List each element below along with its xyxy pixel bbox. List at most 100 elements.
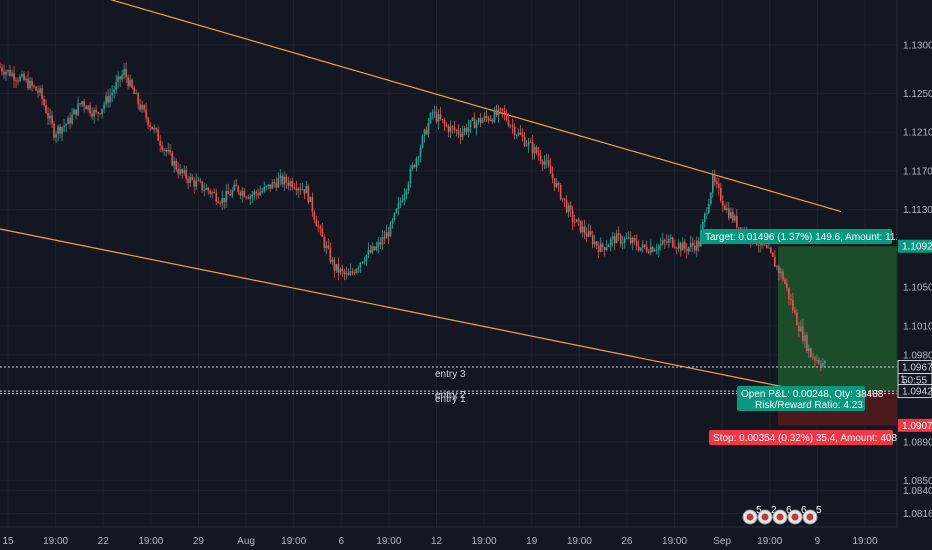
candle-body xyxy=(375,246,378,250)
candle-body xyxy=(722,200,724,206)
candle-body xyxy=(768,247,770,249)
candle-body xyxy=(820,363,822,367)
candle-body xyxy=(147,117,149,126)
candle-body xyxy=(381,237,384,245)
candle-body xyxy=(137,93,139,105)
candle-body xyxy=(621,242,624,244)
candle-body xyxy=(143,105,145,110)
y-tick-label: 1.08900 xyxy=(903,438,932,449)
candle-body xyxy=(365,255,368,262)
x-tick-label: 12 xyxy=(431,536,443,547)
candle-body xyxy=(613,236,616,244)
trendlines[interactable] xyxy=(0,0,842,400)
candle-body xyxy=(645,247,648,252)
candle-body xyxy=(25,78,27,81)
candle-body xyxy=(251,194,254,197)
target-label-box xyxy=(701,229,892,244)
candle-body xyxy=(393,213,396,221)
price-tags: 1.10922 1.09674 50:551.09426 1.09072 1 xyxy=(897,239,932,432)
flag-icon xyxy=(761,513,769,521)
candle-body xyxy=(493,110,496,122)
candle-body xyxy=(243,190,246,197)
candle-body xyxy=(325,245,328,248)
candle-body xyxy=(569,205,572,211)
candle-body xyxy=(21,73,23,77)
candle-body xyxy=(47,113,49,119)
candle-body xyxy=(85,106,87,110)
price-tag-text: 1.09072 xyxy=(902,421,932,432)
candle-body xyxy=(615,233,618,244)
flag-icon xyxy=(791,513,799,521)
candle-body xyxy=(619,235,622,244)
position-labels: Target: 0.01496 (1.37%) 149.6, Amount: 1… xyxy=(701,229,915,445)
candle-body xyxy=(191,176,194,180)
y-axis-ticks: 1.13000 1.12500 1.12100 1.11700 1.11300 1.105… xyxy=(903,41,932,521)
candle-body xyxy=(477,118,480,123)
candle-body xyxy=(53,123,55,138)
candle-body xyxy=(279,175,282,179)
entry1-label: entry 1 xyxy=(435,394,466,405)
candle-body xyxy=(734,215,736,221)
candle-body xyxy=(563,198,566,201)
candle-body xyxy=(123,69,125,75)
candle-body xyxy=(545,160,548,162)
candle-body xyxy=(7,70,9,72)
candle-body xyxy=(389,223,392,237)
candle-body xyxy=(273,182,276,184)
target-zone[interactable] xyxy=(777,246,897,392)
pnl-label-box xyxy=(737,386,865,411)
candle-body xyxy=(449,126,452,133)
candle-body xyxy=(525,145,528,147)
price-tag xyxy=(898,239,932,253)
event-badge-count: 2 xyxy=(771,505,777,516)
candle-body xyxy=(367,249,370,256)
candle-body xyxy=(523,136,526,146)
candle-body xyxy=(253,191,256,195)
candle-body xyxy=(671,237,674,247)
x-axis-bg xyxy=(0,527,932,550)
candle-body xyxy=(589,231,592,236)
candle-body xyxy=(287,182,290,186)
candle-body xyxy=(299,188,302,190)
candle-body xyxy=(267,184,270,187)
candle-body xyxy=(145,109,147,118)
x-tick-label: 19 xyxy=(526,536,538,547)
candle-body xyxy=(485,115,488,118)
y-tick-label: 1.09800 xyxy=(903,350,932,361)
candle-body xyxy=(73,109,75,115)
candle-body xyxy=(71,114,73,124)
x-tick-label: 19:00 xyxy=(757,536,782,547)
channel-trendline[interactable] xyxy=(0,0,842,213)
x-tick-label: 19:00 xyxy=(662,536,687,547)
candle-body xyxy=(55,134,57,138)
candle-body xyxy=(261,190,264,193)
candle-body xyxy=(23,73,25,81)
candle-body xyxy=(167,150,169,152)
candle-body xyxy=(511,125,514,127)
candle-body xyxy=(549,165,552,174)
candle-body xyxy=(125,69,127,78)
candle-body xyxy=(531,142,534,154)
candle-body xyxy=(61,127,63,134)
candle-body xyxy=(221,197,224,204)
candle-body xyxy=(495,110,498,116)
candle-body xyxy=(774,256,776,267)
x-tick-label: 22 xyxy=(98,536,110,547)
candle-body xyxy=(701,221,704,232)
candle-body xyxy=(824,360,826,364)
candle-body xyxy=(641,244,644,248)
candle-body xyxy=(816,359,818,361)
candle-body xyxy=(323,236,326,248)
candle-body xyxy=(766,245,768,248)
candle-body xyxy=(303,189,306,194)
y-tick-label: 1.10100 xyxy=(903,321,932,332)
channel-trendline[interactable] xyxy=(0,228,842,400)
candle-body xyxy=(481,119,484,123)
candle-body xyxy=(429,113,432,123)
candle-body xyxy=(653,250,656,252)
candle-body xyxy=(121,74,123,80)
candle-body xyxy=(341,268,344,271)
candle-body xyxy=(117,76,119,83)
